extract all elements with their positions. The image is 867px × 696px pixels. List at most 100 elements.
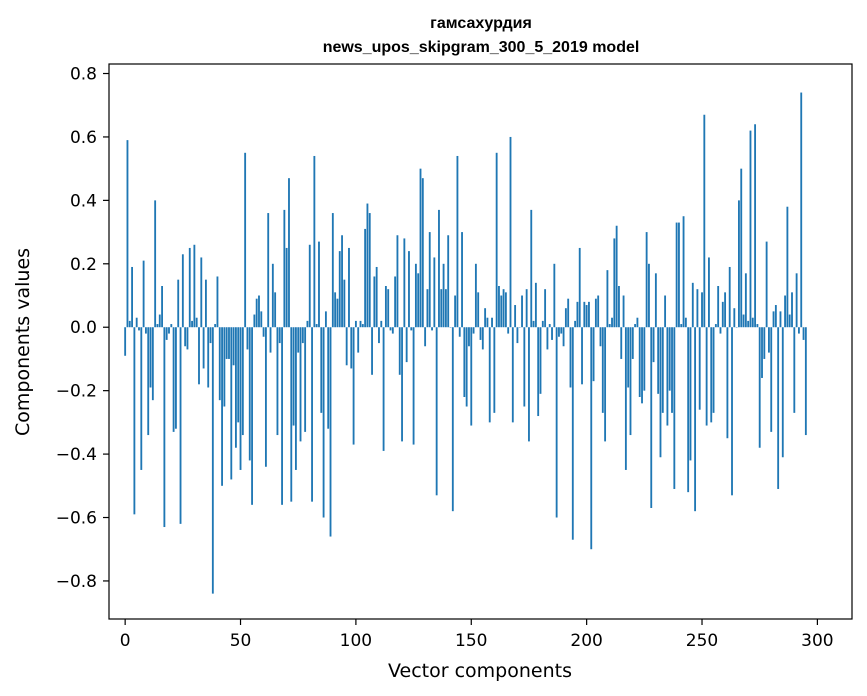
bar — [165, 327, 168, 340]
bar — [657, 327, 660, 394]
bar — [784, 295, 787, 328]
bar — [278, 327, 281, 344]
bar — [666, 327, 669, 426]
bar — [384, 286, 387, 328]
x-tick-label: 100 — [340, 631, 372, 651]
bar — [468, 327, 470, 347]
bar — [601, 327, 604, 413]
bar — [705, 327, 708, 426]
bar — [368, 213, 371, 328]
bar — [585, 305, 588, 328]
bar — [378, 327, 380, 344]
bar — [387, 289, 390, 328]
bar — [558, 327, 560, 337]
bar — [747, 320, 750, 328]
bar — [223, 327, 226, 407]
bar — [428, 232, 431, 328]
bar — [313, 155, 316, 328]
bar — [463, 327, 466, 397]
bar — [327, 327, 330, 429]
bar — [491, 317, 493, 328]
bar — [126, 140, 129, 328]
bar — [574, 320, 577, 328]
bar — [608, 324, 611, 328]
y-tick-label: 0.2 — [70, 255, 97, 275]
bar — [606, 270, 609, 328]
chart-subtitle: news_upos_skipgram_300_5_2019 model — [323, 39, 640, 56]
bar — [521, 295, 523, 328]
bar — [412, 327, 415, 445]
bar — [442, 263, 445, 328]
bar — [366, 203, 369, 328]
bar — [447, 235, 450, 328]
bar — [756, 324, 759, 328]
bar — [435, 327, 438, 496]
bar — [438, 209, 440, 328]
bar — [804, 327, 807, 436]
bar — [403, 238, 406, 328]
bar — [193, 244, 196, 328]
bar — [396, 235, 399, 328]
bar — [371, 327, 373, 375]
bar — [345, 327, 348, 366]
bar — [283, 209, 286, 328]
bar — [204, 279, 207, 328]
bar — [354, 320, 357, 328]
bar — [135, 317, 138, 328]
bar — [751, 317, 754, 328]
bar — [777, 327, 780, 489]
bar — [426, 289, 429, 328]
bar — [604, 327, 607, 442]
x-tick-label: 50 — [230, 631, 252, 651]
x-tick-label: 200 — [570, 631, 602, 651]
y-tick-label: 0.6 — [70, 128, 97, 148]
bar — [488, 327, 491, 423]
bar — [576, 301, 579, 328]
chart-title: гамсахурдия — [430, 15, 532, 32]
bar — [731, 327, 733, 496]
bar — [424, 327, 427, 347]
bar — [200, 257, 203, 328]
bar — [719, 327, 722, 334]
bar — [498, 286, 500, 328]
bar — [560, 327, 563, 334]
bar — [444, 289, 447, 328]
bar — [800, 92, 803, 328]
bar — [581, 327, 583, 385]
bar — [271, 263, 274, 328]
bar — [267, 213, 270, 328]
bar — [624, 327, 627, 470]
bar — [541, 320, 544, 328]
bar — [260, 311, 263, 328]
bar — [391, 327, 394, 334]
bar — [131, 266, 133, 328]
bar — [343, 279, 346, 328]
bar — [253, 314, 256, 328]
bar — [668, 327, 671, 391]
y-tick-label: −0.4 — [56, 445, 97, 465]
bar — [382, 327, 385, 451]
bar — [315, 324, 318, 328]
bar — [288, 178, 290, 328]
bar — [359, 320, 362, 328]
bar — [742, 314, 745, 328]
bar — [523, 327, 526, 407]
bar — [687, 327, 690, 493]
bar — [514, 305, 517, 328]
bar — [405, 327, 408, 363]
bar — [179, 327, 182, 524]
x-tick-label: 150 — [455, 631, 487, 651]
bar — [140, 327, 143, 470]
bar — [234, 327, 237, 448]
bar — [216, 276, 219, 328]
bar — [214, 324, 217, 328]
bar — [454, 295, 457, 328]
bar — [228, 327, 230, 359]
bar — [209, 327, 212, 344]
y-tick-label: −0.6 — [56, 509, 97, 529]
bar — [659, 327, 662, 458]
bar — [761, 327, 763, 378]
bar — [714, 324, 717, 328]
